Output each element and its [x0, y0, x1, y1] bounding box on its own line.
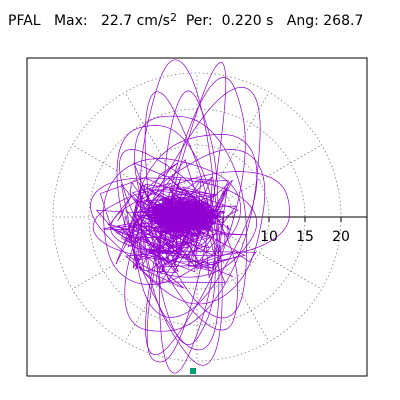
angle-value: 268.7 — [323, 13, 364, 29]
period-value: 0.220 s — [221, 13, 274, 29]
angle-label: Ang: — [286, 13, 319, 29]
orbit-loops-medium — [95, 159, 257, 289]
orbit-loop-large — [103, 158, 241, 285]
plot-header: PFAL Max: 22.7 cm/s2 Per: 0.220 s Ang: 2… — [8, 11, 364, 29]
peak-marker — [190, 368, 196, 374]
tick-label-10: 10 — [260, 229, 278, 245]
grid-spoke-300 — [214, 247, 270, 342]
orbit-loop-large — [92, 189, 226, 263]
max-label: Max: — [53, 13, 88, 29]
tick-label-20: 20 — [332, 229, 350, 245]
orbit-trace — [90, 59, 290, 374]
tick-label-15: 15 — [296, 229, 314, 245]
orbit-loop-large — [144, 91, 216, 346]
max-unit-exponent: 2 — [169, 11, 177, 24]
period-label: Per: — [185, 13, 213, 29]
station-code: PFAL — [8, 13, 41, 29]
max-value: 22.7 cm/s — [100, 13, 170, 29]
orbit-loop-large — [132, 134, 258, 318]
radial-ticks: 10 15 20 — [260, 217, 350, 245]
orbit-loop-large — [116, 125, 220, 351]
